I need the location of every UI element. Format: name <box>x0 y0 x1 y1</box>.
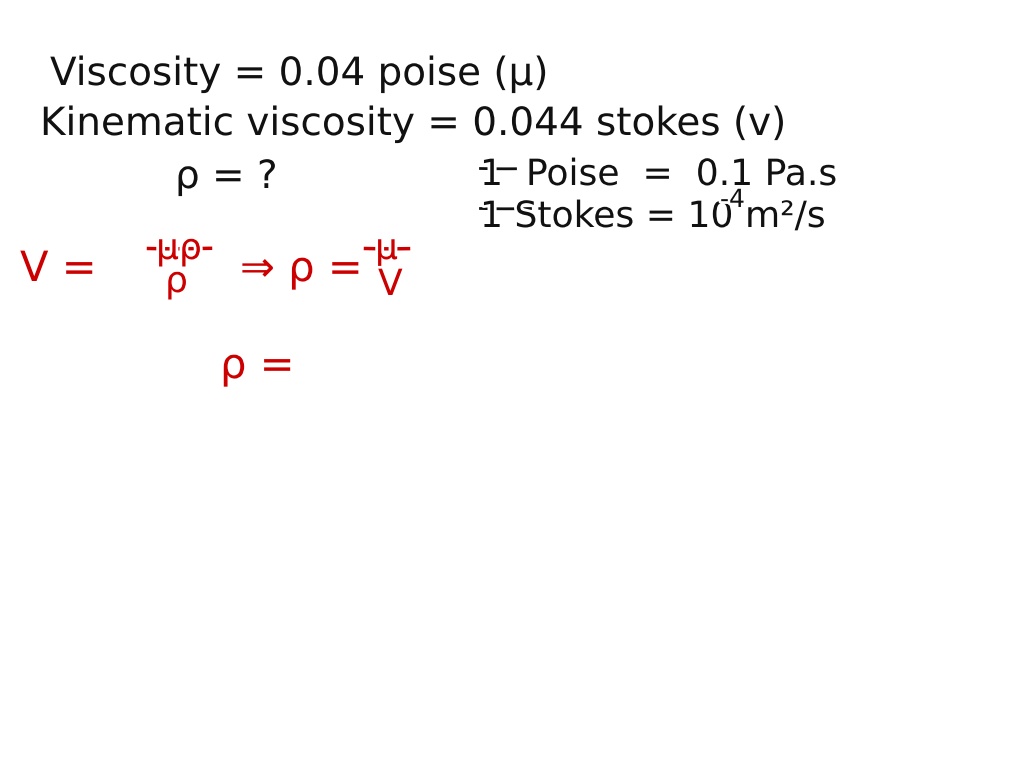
Text: ρ: ρ <box>165 265 187 299</box>
Text: Kinematic viscosity = 0.044 stokes (v): Kinematic viscosity = 0.044 stokes (v) <box>40 105 785 143</box>
Text: -4: -4 <box>720 188 745 212</box>
Text: 1  Poise  =  0.1 Pa.s: 1 Poise = 0.1 Pa.s <box>480 158 838 192</box>
Text: V: V <box>378 268 402 302</box>
Text: 1 Stokes = 10: 1 Stokes = 10 <box>480 200 734 234</box>
Text: μ: μ <box>375 232 398 266</box>
Text: m²/s: m²/s <box>745 200 825 234</box>
Text: μρ: μρ <box>156 232 202 266</box>
Text: ρ =: ρ = <box>220 345 294 387</box>
Text: ⇒ ρ =: ⇒ ρ = <box>240 248 362 290</box>
Text: Viscosity = 0.04 poise (μ): Viscosity = 0.04 poise (μ) <box>50 55 548 93</box>
Text: V =: V = <box>20 248 96 290</box>
Text: ρ = ?: ρ = ? <box>175 158 278 196</box>
